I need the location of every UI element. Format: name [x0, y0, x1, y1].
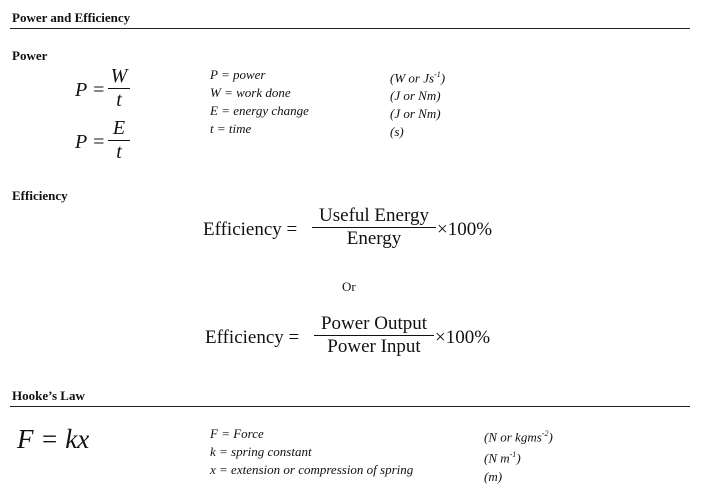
title-divider [10, 28, 690, 29]
page-title: Power and Efficiency [12, 10, 131, 25]
efficiency-formula-2-fraction: Power Output Power Input [314, 313, 434, 358]
denominator: t [116, 141, 122, 163]
unit: (N or kgms-2) [484, 425, 553, 446]
hooke-unit-list: (N or kgms-2) (N m-1) (m) [484, 425, 553, 486]
efficiency-formula-2-rhs: ×100% [435, 327, 491, 348]
unit-text: ) [516, 450, 521, 466]
variable-definition: W = work done [210, 85, 291, 100]
efficiency-heading: Efficiency [12, 188, 68, 203]
unit: (J or Nm) [390, 88, 441, 104]
unit-exponent: -1 [509, 450, 517, 460]
fraction-bar [314, 335, 434, 336]
numerator: W [110, 65, 128, 87]
variable-definition: E = energy change [210, 103, 309, 118]
efficiency-formula-2-lhs: Efficiency = [205, 327, 300, 348]
power-formula-1-fraction: W t [108, 65, 130, 112]
power-unit-list: (W or Js-1) (J or Nm) (J or Nm) (s) [390, 66, 445, 141]
power-variable-list: P = power W = work done E = energy chang… [210, 66, 309, 138]
hooke-divider [10, 406, 690, 407]
variable-definition: P = power [210, 67, 266, 82]
power-heading: Power [12, 48, 48, 63]
fraction-bar [108, 140, 130, 141]
variable-definition: k = spring constant [210, 444, 312, 459]
fraction-bar [312, 227, 436, 228]
power-formula-1-lhs: P = [75, 79, 106, 101]
efficiency-formula-1-fraction: Useful Energy Energy [312, 205, 436, 250]
variable-definition: F = Force [210, 426, 264, 441]
unit-text: (W or Js [390, 70, 435, 86]
unit-exponent: -2 [541, 429, 549, 438]
denominator: t [116, 89, 122, 111]
hooke-heading: Hooke’s Law [12, 388, 85, 403]
denominator: Power Input [327, 336, 421, 357]
unit-text: ) [548, 429, 553, 445]
denominator: Energy [346, 228, 402, 249]
unit-text: ) [440, 70, 446, 86]
unit-text: (N or kgms [484, 429, 542, 445]
variable-definition: x = extension or compression of spring [210, 462, 414, 477]
unit-exponent: -1 [434, 70, 441, 79]
hooke-formula: F = kx [17, 424, 90, 454]
hooke-variable-list: F = Force k = spring constant x = extens… [210, 425, 413, 479]
efficiency-formula-1-rhs: ×100% [437, 219, 493, 240]
numerator: Power Output [320, 313, 428, 334]
unit: (N m-1) [484, 446, 553, 467]
unit: (W or Js-1) [390, 66, 445, 87]
unit: (J or Nm) [390, 106, 441, 122]
or-text: Or [342, 279, 356, 294]
numerator: Useful Energy [319, 205, 429, 226]
numerator: E [112, 117, 126, 139]
power-formula-2-fraction: E t [108, 117, 130, 164]
power-formula-2-lhs: P = [75, 131, 106, 153]
unit: (s) [390, 124, 404, 140]
efficiency-formula-1-lhs: Efficiency = [203, 219, 298, 240]
unit-text: (N m [484, 450, 510, 466]
fraction-bar [108, 88, 130, 89]
unit: (m) [484, 468, 503, 484]
variable-definition: t = time [210, 121, 252, 136]
